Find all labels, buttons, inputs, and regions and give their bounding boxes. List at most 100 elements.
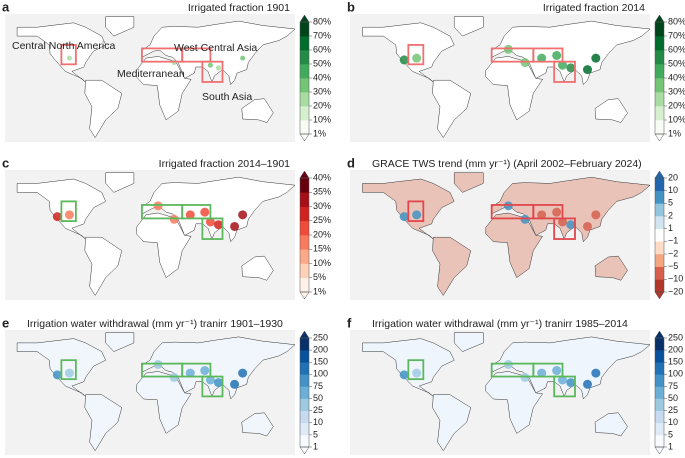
hotspot — [230, 379, 240, 389]
hotspot — [412, 210, 422, 220]
colorbar-segment — [300, 422, 309, 436]
colorbar-arrow — [654, 14, 665, 23]
panel-title: Irrigated fraction 1901 — [188, 2, 290, 14]
hotspot — [558, 375, 567, 385]
colorbar-segment — [300, 106, 309, 121]
panel-letter: f — [347, 315, 352, 330]
colorbar-label: 40% — [313, 72, 331, 82]
colorbar-segment — [300, 434, 309, 448]
landmass — [105, 16, 135, 37]
hotspot — [200, 366, 210, 376]
hotspot — [64, 210, 74, 220]
hotspot — [537, 210, 547, 220]
colorbar-arrow — [299, 170, 310, 179]
colorbar-label: 75 — [313, 381, 323, 391]
region-label: South Asia — [202, 91, 252, 103]
colorbar-label: 2 — [668, 210, 673, 220]
colorbar-label: 100 — [668, 369, 683, 379]
panel-title: Irrigated fraction 2014–1901 — [159, 158, 291, 170]
colorbar-segment — [655, 228, 664, 242]
colorbar-label: 1% — [313, 286, 326, 296]
landmass — [594, 255, 628, 281]
colorbar-label: 50% — [668, 58, 685, 68]
colorbar-label: 10 — [668, 185, 678, 195]
colorbar-label: −1 — [668, 236, 678, 246]
hotspot — [213, 378, 223, 388]
landmass — [453, 332, 484, 352]
colorbar-arrow — [654, 291, 665, 300]
hotspot — [583, 221, 592, 231]
colorbar-label: 20 — [668, 172, 678, 182]
colorbar-label: 30% — [668, 86, 685, 96]
hotspot — [552, 366, 562, 376]
colorbar-arrow — [299, 291, 310, 300]
colorbar-segment — [655, 178, 664, 191]
colorbar-segment — [655, 22, 664, 37]
colorbar-segment — [300, 398, 309, 411]
hotspot — [52, 212, 62, 222]
colorbar-label: 1 — [313, 441, 318, 451]
colorbar-segment — [655, 398, 664, 411]
colorbar-label: 200 — [313, 344, 328, 354]
colorbar-label: 5% — [313, 272, 326, 282]
colorbar-segment — [300, 263, 309, 279]
colorbar-label: 1 — [668, 223, 673, 233]
colorbar-label: 30% — [313, 201, 331, 211]
colorbar-segment — [300, 277, 309, 293]
panel-letter: a — [2, 0, 10, 14]
hotspot — [583, 379, 592, 389]
colorbar-label: 20% — [313, 229, 331, 239]
colorbar-label: 1% — [313, 128, 326, 138]
colorbar-segment — [655, 410, 664, 424]
colorbar-label: 150 — [313, 357, 328, 367]
hotspot — [591, 368, 601, 378]
landmass — [136, 56, 192, 121]
colorbar-label: 250 — [668, 332, 683, 342]
region-box — [407, 43, 425, 66]
hotspot — [52, 370, 62, 380]
panel-title: Irrigated fraction 2014 — [543, 2, 645, 14]
colorbar-label: −10 — [668, 274, 683, 284]
region-box — [201, 217, 224, 240]
landmass — [485, 212, 543, 278]
colorbar-segment — [300, 92, 309, 107]
region-box — [60, 200, 77, 223]
region-box — [201, 60, 224, 83]
colorbar-segment — [300, 338, 309, 351]
colorbar-segment — [655, 350, 664, 363]
region-box — [60, 43, 77, 66]
landmass — [453, 16, 484, 37]
hotspot — [537, 368, 547, 378]
landmass — [105, 332, 135, 352]
landmass — [136, 212, 192, 278]
colorbar-segment — [300, 22, 309, 37]
region-label: West Central Asia — [174, 42, 257, 54]
hotspot — [566, 378, 576, 388]
colorbar-label: 80% — [313, 16, 331, 26]
colorbar-label: 10% — [313, 258, 331, 268]
colorbar-label: 35% — [313, 187, 331, 197]
colorbar-segment — [655, 266, 664, 280]
colorbar-label: 20% — [668, 100, 685, 110]
landmass — [432, 394, 472, 452]
panel-letter: c — [2, 155, 9, 170]
landmass — [136, 371, 192, 434]
colorbar-arrow — [654, 170, 665, 179]
colorbar-segment — [300, 350, 309, 363]
colorbar-frame — [654, 177, 665, 293]
colorbar-segment — [655, 338, 664, 351]
region-box — [532, 47, 564, 63]
colorbar-arrow — [654, 446, 665, 455]
hotspot — [205, 375, 215, 385]
hotspot — [552, 50, 562, 60]
colorbar-segment — [300, 374, 309, 387]
region-box — [60, 359, 77, 381]
region-box — [553, 60, 576, 83]
colorbar-arrow — [299, 330, 310, 339]
colorbar-segment — [300, 36, 309, 51]
panel-title: Irrigation water withdrawal (mm yr⁻¹) tr… — [372, 318, 628, 330]
colorbar-label: 40% — [313, 172, 331, 182]
landmass — [84, 236, 123, 296]
colorbar-label: 1% — [668, 128, 681, 138]
landmass — [84, 394, 123, 452]
